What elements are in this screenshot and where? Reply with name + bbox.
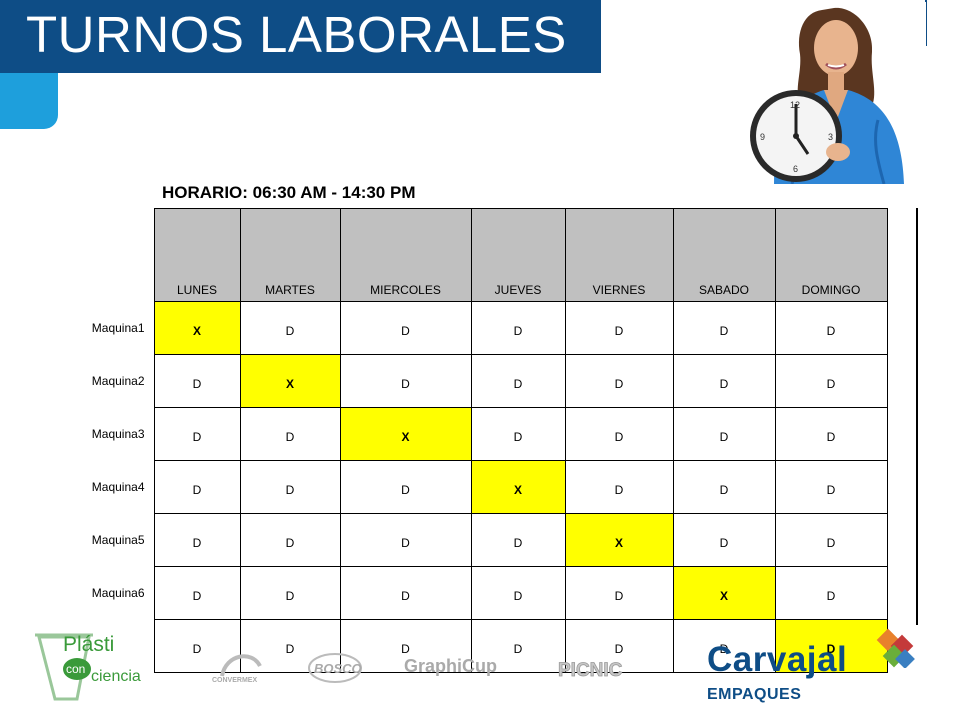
- table-header-row: LUNES MARTES MIERCOLES JUEVES VIERNES SA…: [0, 208, 888, 302]
- schedule-cell: D: [672, 301, 776, 355]
- schedule-cell: D: [774, 407, 888, 461]
- schedule-cell: D: [153, 513, 241, 567]
- machine-label: Maquina6: [0, 566, 154, 620]
- machine-label: Maquina1: [0, 301, 154, 355]
- schedule-cell: D: [470, 566, 566, 620]
- schedule-cell: D: [339, 513, 472, 567]
- schedule-cell: D: [339, 460, 472, 514]
- table-row: Maquina4 D D D X D D D: [0, 460, 888, 514]
- day-header: MIERCOLES: [339, 208, 472, 302]
- schedule-cell: D: [470, 513, 566, 567]
- machine-label: Maquina3: [0, 407, 154, 461]
- schedule-cell: D: [564, 301, 674, 355]
- schedule-cell: D: [774, 513, 888, 567]
- page-title: TURNOS LABORALES: [26, 6, 567, 63]
- machine-label: Maquina2: [0, 354, 154, 408]
- machine-label: Maquina5: [0, 513, 154, 567]
- svg-text:3: 3: [828, 132, 833, 142]
- schedule-cell: D: [564, 460, 674, 514]
- schedule-cell: D: [239, 460, 341, 514]
- picnic-logo-text: PICNIC: [558, 660, 623, 681]
- carvajal-logo-icon: [876, 628, 915, 668]
- table-right-border: [916, 208, 918, 625]
- schedule-cell: X: [564, 513, 674, 567]
- day-header: SABADO: [672, 208, 776, 302]
- bosco-logo-text: BOSCO: [314, 661, 362, 676]
- convermex-logo-text: CONVERMEX: [212, 677, 257, 684]
- schedule-cell: D: [672, 354, 776, 408]
- table-row: Maquina3 D D X D D D D: [0, 407, 888, 461]
- schedule-cell: D: [774, 301, 888, 355]
- title-banner: TURNOS LABORALES: [0, 0, 601, 73]
- schedule-cell: D: [672, 513, 776, 567]
- schedule-cell: D: [672, 460, 776, 514]
- schedule-hours-heading: HORARIO: 06:30 AM - 14:30 PM: [162, 183, 416, 202]
- convermex-logo: CONVERMEX: [212, 654, 262, 684]
- schedule-cell: D: [339, 301, 472, 355]
- schedule-cell: D: [564, 619, 674, 673]
- table-row: Maquina6 D D D D D X D: [0, 566, 888, 620]
- day-header: MARTES: [239, 208, 341, 302]
- schedule-cell: X: [672, 566, 776, 620]
- schedule-cell: D: [672, 619, 776, 673]
- schedule-cell: X: [470, 460, 566, 514]
- schedule-cell: D: [339, 566, 472, 620]
- graphicup-logo-text: GraphiCup: [404, 656, 497, 676]
- schedule-cell: D: [153, 460, 241, 514]
- schedule-cell: D: [239, 566, 341, 620]
- plasti-logo-top: Plásti: [63, 633, 114, 656]
- shift-schedule-table: LUNES MARTES MIERCOLES JUEVES VIERNES SA…: [0, 208, 888, 673]
- schedule-cell: D: [239, 407, 341, 461]
- schedule-cell: D: [774, 354, 888, 408]
- schedule-cell: D: [470, 301, 566, 355]
- empaques-logo-text: EMPAQUES: [707, 686, 802, 703]
- table-row: Maquina2 D X D D D D D: [0, 354, 888, 408]
- schedule-cell: D: [153, 566, 241, 620]
- machine-label: Maquina4: [0, 460, 154, 514]
- title-accent-tab: [0, 73, 58, 129]
- day-header: VIERNES: [564, 208, 674, 302]
- plasti-logo-con: con: [66, 662, 85, 676]
- table-row: Maquina5 D D D D X D D: [0, 513, 888, 567]
- carvajal-logo-text: Carvajal: [707, 640, 848, 679]
- plasti-logo-bottom: ciencia: [91, 668, 141, 685]
- schedule-cell: D: [239, 301, 341, 355]
- picnic-logo: PICNIC: [558, 660, 623, 682]
- schedule-cell: D: [672, 407, 776, 461]
- plasticonciencia-logo: Plásti con ciencia: [35, 633, 141, 701]
- bosco-logo: BOSCO: [308, 653, 362, 683]
- svg-text:12: 12: [790, 100, 800, 110]
- header-corner-cell: [0, 209, 154, 302]
- schedule-cell: D: [239, 513, 341, 567]
- woman-with-clock-image: 12 3 6 9: [734, 2, 926, 184]
- schedule-cell: X: [239, 354, 341, 408]
- schedule-cell: D: [470, 619, 566, 673]
- table-row: Maquina1 X D D D D D D: [0, 301, 888, 355]
- schedule-cell: D: [564, 566, 674, 620]
- day-header: LUNES: [153, 208, 241, 302]
- schedule-cell: X: [153, 301, 241, 355]
- day-header: JUEVES: [470, 208, 566, 302]
- graphicup-logo: GraphiCup: [404, 656, 497, 676]
- schedule-cell: D: [153, 407, 241, 461]
- day-header: DOMINGO: [774, 208, 888, 302]
- svg-text:6: 6: [793, 164, 798, 174]
- schedule-cell: D: [564, 354, 674, 408]
- right-accent-line: [925, 0, 927, 46]
- schedule-cell: D: [470, 407, 566, 461]
- schedule-cell: D: [470, 354, 566, 408]
- schedule-cell: D: [339, 619, 472, 673]
- schedule-cell: X: [339, 407, 472, 461]
- schedule-cell: D: [339, 354, 472, 408]
- schedule-cell: D: [564, 407, 674, 461]
- schedule-cell: D: [774, 619, 888, 673]
- schedule-cell: D: [153, 354, 241, 408]
- schedule-cell: D: [774, 460, 888, 514]
- svg-text:9: 9: [760, 132, 765, 142]
- schedule-cell: D: [774, 566, 888, 620]
